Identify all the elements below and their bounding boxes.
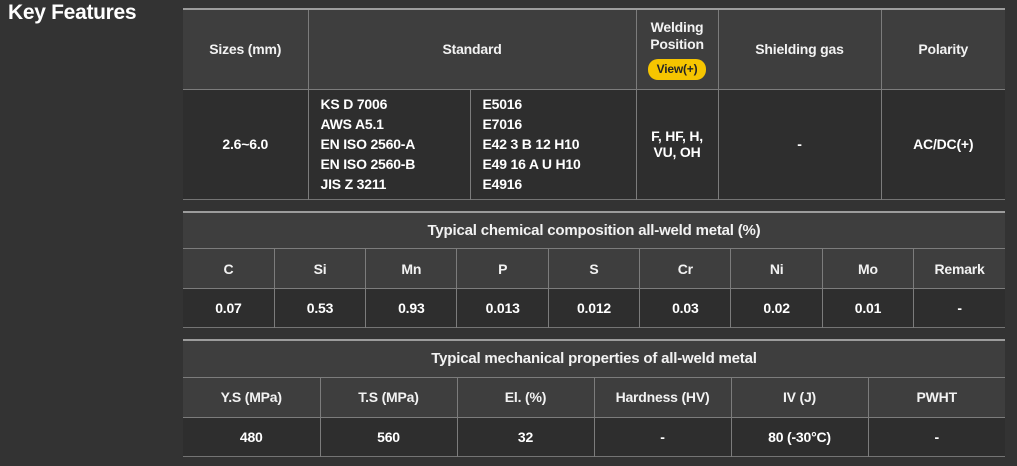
standard-spec-item: AWS A5.1 xyxy=(320,116,384,132)
mech-value: 560 xyxy=(319,417,457,456)
mech-value: 32 xyxy=(456,417,594,456)
spec-header-shielding-gas: Shielding gas xyxy=(717,9,882,90)
mechanical-values-row: 480 560 32 - 80 (-30°C) - xyxy=(183,417,1005,456)
chemical-composition-table: Typical chemical composition all-weld me… xyxy=(183,210,1005,328)
spec-header-row: Sizes (mm) Standard Welding Position Vie… xyxy=(183,9,1006,90)
spec-header-polarity: Polarity xyxy=(880,9,1006,90)
mech-col-header: Y.S (MPa) xyxy=(183,377,320,418)
standard-spec-list: KS D 7006 AWS A5.1 EN ISO 2560-A EN ISO … xyxy=(307,89,470,199)
standard-class-list: E5016 E7016 E42 3 B 12 H10 E49 16 A U H1… xyxy=(469,89,637,199)
chemical-values-row: 0.07 0.53 0.93 0.013 0.012 0.03 0.02 0.0… xyxy=(183,288,1005,328)
welding-position-label: Welding Position xyxy=(650,18,704,53)
standard-class-item: E49 16 A U H10 xyxy=(482,156,581,172)
chem-value: 0.03 xyxy=(639,288,731,328)
chem-col-header: Mo xyxy=(821,248,914,289)
page-title: Key Features xyxy=(8,1,137,24)
chem-value: 0.53 xyxy=(273,288,366,328)
mech-value: 80 (-30°C) xyxy=(730,417,868,456)
chem-value: 0.07 xyxy=(183,288,275,328)
spec-header-standard: Standard xyxy=(307,9,637,90)
chemical-header-row: C Si Mn P S Cr Ni Mo Remark xyxy=(183,248,1005,289)
mech-col-header: T.S (MPa) xyxy=(319,377,457,418)
view-welding-position-button[interactable]: View(+) xyxy=(647,58,707,80)
spec-table: Sizes (mm) Standard Welding Position Vie… xyxy=(183,8,1006,200)
spec-data-row: 2.6~6.0 KS D 7006 AWS A5.1 EN ISO 2560-A… xyxy=(183,89,1006,199)
chem-value: 0.01 xyxy=(821,288,914,328)
standard-class-item: E7016 xyxy=(482,116,523,132)
polarity-value: AC/DC(+) xyxy=(880,89,1006,199)
standard-class-item: E5016 xyxy=(482,96,523,112)
chem-col-header: Mn xyxy=(365,248,457,289)
chem-col-header: S xyxy=(547,248,640,289)
chem-col-header: Ni xyxy=(730,248,823,289)
chem-col-header: C xyxy=(183,248,275,289)
mech-value: 480 xyxy=(183,417,320,456)
mech-col-header: El. (%) xyxy=(456,377,594,418)
standard-spec-item: EN ISO 2560-A xyxy=(320,136,416,152)
chem-value: 0.02 xyxy=(730,288,823,328)
mechanical-properties-table: Typical mechanical properties of all-wel… xyxy=(183,339,1005,457)
mech-value: - xyxy=(867,417,1005,456)
chem-col-header: Cr xyxy=(639,248,731,289)
standard-class-item: E4916 xyxy=(482,176,523,192)
chem-value: 0.93 xyxy=(365,288,457,328)
chem-col-header: P xyxy=(456,248,549,289)
mechanical-header-row: Y.S (MPa) T.S (MPa) El. (%) Hardness (HV… xyxy=(183,377,1005,418)
sizes-value: 2.6~6.0 xyxy=(183,89,308,199)
spec-header-sizes: Sizes (mm) xyxy=(183,9,308,90)
mechanical-table-title: Typical mechanical properties of all-wel… xyxy=(183,340,1005,378)
standard-spec-item: KS D 7006 xyxy=(320,96,388,112)
chem-col-header: Remark xyxy=(913,248,1005,289)
standard-spec-item: JIS Z 3211 xyxy=(320,176,387,192)
standard-spec-item: EN ISO 2560-B xyxy=(320,156,416,172)
tables-container: Sizes (mm) Standard Welding Position Vie… xyxy=(183,8,1006,457)
shielding-gas-value: - xyxy=(717,89,882,199)
chem-col-header: Si xyxy=(273,248,366,289)
mech-value: - xyxy=(593,417,731,456)
mech-col-header: IV (J) xyxy=(730,377,868,418)
mechanical-table-title-row: Typical mechanical properties of all-wel… xyxy=(183,340,1005,378)
chem-value: 0.013 xyxy=(456,288,549,328)
chem-value: - xyxy=(913,288,1005,328)
mech-col-header: Hardness (HV) xyxy=(593,377,731,418)
mech-col-header: PWHT xyxy=(867,377,1005,418)
standard-class-item: E42 3 B 12 H10 xyxy=(482,136,580,152)
chemical-table-title: Typical chemical composition all-weld me… xyxy=(183,211,1005,249)
spec-header-welding-position: Welding Position View(+) xyxy=(635,9,719,90)
chem-value: 0.012 xyxy=(547,288,640,328)
chemical-table-title-row: Typical chemical composition all-weld me… xyxy=(183,211,1005,249)
welding-position-value: F, HF, H, VU, OH xyxy=(635,89,719,199)
